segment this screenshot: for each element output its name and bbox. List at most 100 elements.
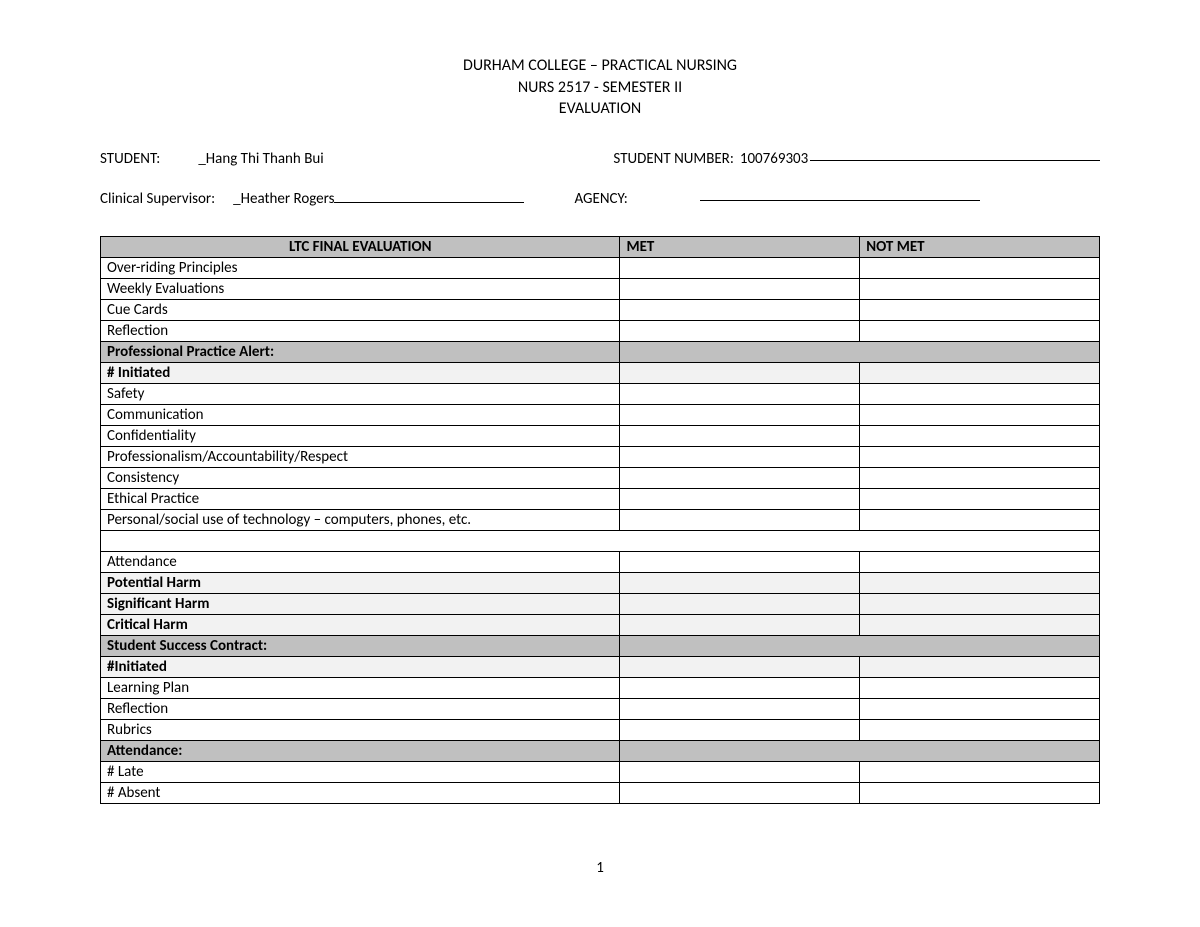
met-cell[interactable]	[620, 677, 860, 698]
met-cell[interactable]	[620, 383, 860, 404]
row-label: Consistency	[101, 467, 620, 488]
table-row	[101, 530, 1100, 551]
table-header-row: LTC FINAL EVALUATION MET NOT MET	[101, 236, 1100, 257]
table-row: Confidentiality	[101, 425, 1100, 446]
notmet-cell[interactable]	[860, 425, 1100, 446]
page-number: 1	[100, 859, 1100, 877]
row-label: Attendance:	[101, 740, 620, 761]
met-cell[interactable]	[620, 446, 860, 467]
notmet-cell[interactable]	[860, 320, 1100, 341]
table-row: # Late	[101, 761, 1100, 782]
evaluation-table: LTC FINAL EVALUATION MET NOT MET Over-ri…	[100, 236, 1100, 804]
row-label: Reflection	[101, 698, 620, 719]
notmet-cell[interactable]	[860, 656, 1100, 677]
met-cell[interactable]	[620, 425, 860, 446]
met-cell[interactable]	[620, 257, 860, 278]
row-label: Reflection	[101, 320, 620, 341]
notmet-cell[interactable]	[860, 761, 1100, 782]
row-label: Rubrics	[101, 719, 620, 740]
header-line-1: DURHAM COLLEGE – PRACTICAL NURSING	[100, 55, 1100, 77]
met-cell[interactable]	[620, 551, 860, 572]
notmet-cell[interactable]	[860, 467, 1100, 488]
table-row: Personal/social use of technology – comp…	[101, 509, 1100, 530]
table-row: Reflection	[101, 698, 1100, 719]
table-row: Learning Plan	[101, 677, 1100, 698]
met-cell[interactable]	[620, 740, 1100, 761]
met-cell[interactable]	[620, 362, 860, 383]
notmet-cell[interactable]	[860, 572, 1100, 593]
th-met: MET	[620, 236, 860, 257]
table-row: Attendance	[101, 551, 1100, 572]
notmet-cell[interactable]	[860, 278, 1100, 299]
met-cell[interactable]	[620, 299, 860, 320]
table-row: # Initiated	[101, 362, 1100, 383]
met-cell[interactable]	[620, 761, 860, 782]
notmet-cell[interactable]	[860, 257, 1100, 278]
supervisor-row: Clinical Supervisor: _Heather Rogers AGE…	[100, 190, 1100, 208]
notmet-cell[interactable]	[860, 404, 1100, 425]
notmet-cell[interactable]	[860, 677, 1100, 698]
notmet-cell[interactable]	[860, 299, 1100, 320]
table-row: Consistency	[101, 467, 1100, 488]
table-row: Attendance:	[101, 740, 1100, 761]
met-cell[interactable]	[620, 614, 860, 635]
met-cell[interactable]	[620, 404, 860, 425]
page: DURHAM COLLEGE – PRACTICAL NURSING NURS …	[0, 0, 1200, 877]
row-label: # Initiated	[101, 362, 620, 383]
table-row: Professional Practice Alert:	[101, 341, 1100, 362]
row-label: Safety	[101, 383, 620, 404]
notmet-cell[interactable]	[860, 488, 1100, 509]
met-cell[interactable]	[620, 278, 860, 299]
student-number-label: STUDENT NUMBER:	[613, 150, 733, 168]
row-label: #Initiated	[101, 656, 620, 677]
met-cell[interactable]	[620, 509, 860, 530]
row-label: Potential Harm	[101, 572, 620, 593]
row-label: # Late	[101, 761, 620, 782]
notmet-cell[interactable]	[860, 446, 1100, 467]
notmet-cell[interactable]	[860, 782, 1100, 803]
row-label: Critical Harm	[101, 614, 620, 635]
notmet-cell[interactable]	[860, 509, 1100, 530]
supervisor-value: _Heather Rogers	[233, 190, 334, 208]
notmet-cell[interactable]	[860, 698, 1100, 719]
student-label: STUDENT:	[100, 150, 160, 168]
th-ltc-final: LTC FINAL EVALUATION	[101, 236, 620, 257]
table-row: Critical Harm	[101, 614, 1100, 635]
row-label: Confidentiality	[101, 425, 620, 446]
table-row: # Absent	[101, 782, 1100, 803]
row-label: Professionalism/Accountability/Respect	[101, 446, 620, 467]
notmet-cell[interactable]	[860, 593, 1100, 614]
met-cell[interactable]	[620, 635, 1100, 656]
table-row: Cue Cards	[101, 299, 1100, 320]
notmet-cell[interactable]	[860, 614, 1100, 635]
supervisor-underline	[334, 202, 524, 203]
notmet-cell[interactable]	[860, 551, 1100, 572]
met-cell[interactable]	[620, 341, 1100, 362]
met-cell[interactable]	[620, 656, 860, 677]
notmet-cell[interactable]	[860, 719, 1100, 740]
table-row: Ethical Practice	[101, 488, 1100, 509]
met-cell[interactable]	[620, 488, 860, 509]
row-label: Cue Cards	[101, 299, 620, 320]
table-row: #Initiated	[101, 656, 1100, 677]
met-cell[interactable]	[620, 572, 860, 593]
met-cell[interactable]	[620, 782, 860, 803]
met-cell[interactable]	[620, 320, 860, 341]
row-label: Significant Harm	[101, 593, 620, 614]
met-cell[interactable]	[620, 698, 860, 719]
met-cell[interactable]	[620, 467, 860, 488]
met-cell[interactable]	[620, 593, 860, 614]
row-label: Over-riding Principles	[101, 257, 620, 278]
table-row: Over-riding Principles	[101, 257, 1100, 278]
supervisor-label: Clinical Supervisor:	[100, 190, 215, 208]
header-line-2: NURS 2517 - SEMESTER II	[100, 77, 1100, 99]
notmet-cell[interactable]	[860, 362, 1100, 383]
row-label: Personal/social use of technology – comp…	[101, 509, 620, 530]
table-row: Weekly Evaluations	[101, 278, 1100, 299]
spacer-cell	[101, 530, 1100, 551]
table-row: Significant Harm	[101, 593, 1100, 614]
notmet-cell[interactable]	[860, 383, 1100, 404]
row-label: Attendance	[101, 551, 620, 572]
met-cell[interactable]	[620, 719, 860, 740]
student-value: _Hang Thi Thanh Bui	[160, 150, 323, 168]
